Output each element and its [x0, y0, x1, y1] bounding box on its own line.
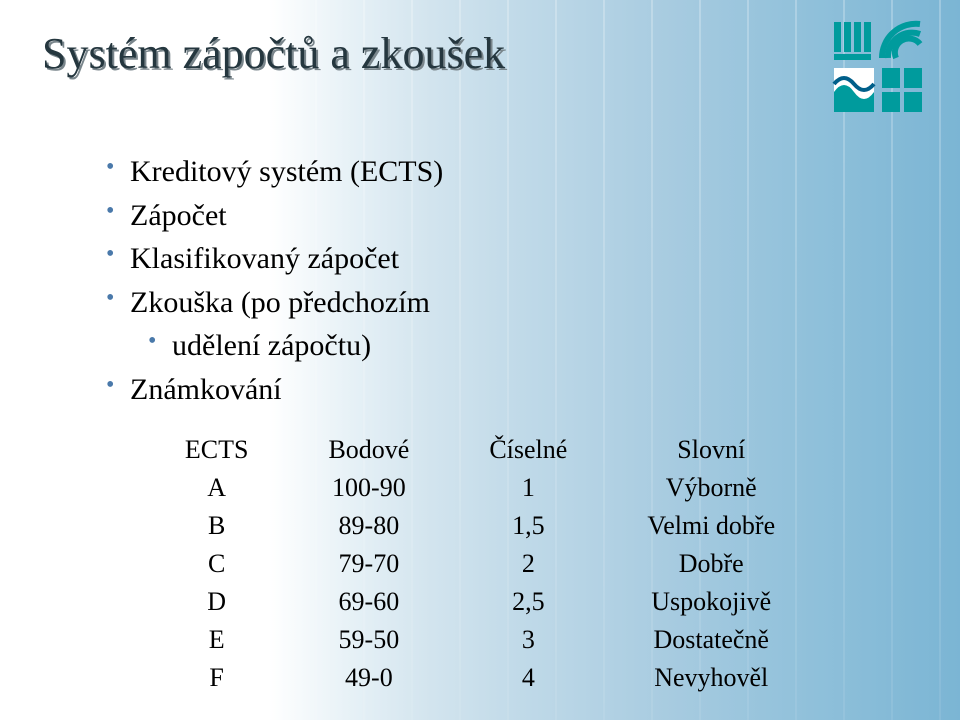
table-cell: 59-50	[288, 621, 449, 659]
table-cell: 2	[449, 545, 607, 583]
table-cell: Uspokojivě	[607, 583, 815, 621]
slide-title: Systém zápočtů a zkoušek	[42, 28, 505, 79]
table-row: B89-801,5Velmi dobře	[145, 507, 815, 545]
table-row: F49-04Nevyhověl	[145, 659, 815, 697]
table-cell: 79-70	[288, 545, 449, 583]
col-header: Číselné	[449, 431, 607, 469]
table-cell: 69-60	[288, 583, 449, 621]
table-row: A100-901Výborně	[145, 469, 815, 507]
table-cell: 49-0	[288, 659, 449, 697]
col-header: ECTS	[145, 431, 289, 469]
table-row: C79-702Dobře	[145, 545, 815, 583]
table-cell: 4	[449, 659, 607, 697]
list-item: Známkování	[106, 368, 900, 412]
list-item: Klasifikovaný zápočet	[106, 237, 900, 281]
table-cell: D	[145, 583, 289, 621]
table-cell: C	[145, 545, 289, 583]
table-cell: F	[145, 659, 289, 697]
table-cell: Velmi dobře	[607, 507, 815, 545]
slide-title-wrap: Systém zápočtů a zkoušek Systém zápočtů …	[42, 28, 562, 110]
table-cell: Dostatečně	[607, 621, 815, 659]
list-item: Kreditový systém (ECTS)	[106, 150, 900, 194]
table-cell: B	[145, 507, 289, 545]
table-cell: Nevyhověl	[607, 659, 815, 697]
table-body: A100-901VýborněB89-801,5Velmi dobřeC79-7…	[145, 469, 815, 697]
col-header: Bodové	[288, 431, 449, 469]
table-cell: E	[145, 621, 289, 659]
table-row: E59-503Dostatečně	[145, 621, 815, 659]
table-cell: 89-80	[288, 507, 449, 545]
slide-content: Kreditový systém (ECTS) Zápočet Klasifik…	[0, 150, 960, 697]
university-logo-icon	[830, 18, 926, 118]
table-cell: 1	[449, 469, 607, 507]
list-item: Zápočet	[106, 194, 900, 238]
table-header-row: ECTS Bodové Číselné Slovní	[145, 431, 815, 469]
table-cell: 100-90	[288, 469, 449, 507]
list-item: Zkouška (po předchozím	[106, 281, 900, 325]
table-cell: A	[145, 469, 289, 507]
list-item: udělení zápočtu)	[148, 324, 900, 368]
col-header: Slovní	[607, 431, 815, 469]
table-cell: 1,5	[449, 507, 607, 545]
table-cell: Výborně	[607, 469, 815, 507]
bullet-list: Kreditový systém (ECTS) Zápočet Klasifik…	[106, 150, 900, 411]
table-row: D69-602,5Uspokojivě	[145, 583, 815, 621]
table-cell: 2,5	[449, 583, 607, 621]
table-cell: 3	[449, 621, 607, 659]
grade-table: ECTS Bodové Číselné Slovní A100-901Výbor…	[145, 431, 815, 697]
table-cell: Dobře	[607, 545, 815, 583]
